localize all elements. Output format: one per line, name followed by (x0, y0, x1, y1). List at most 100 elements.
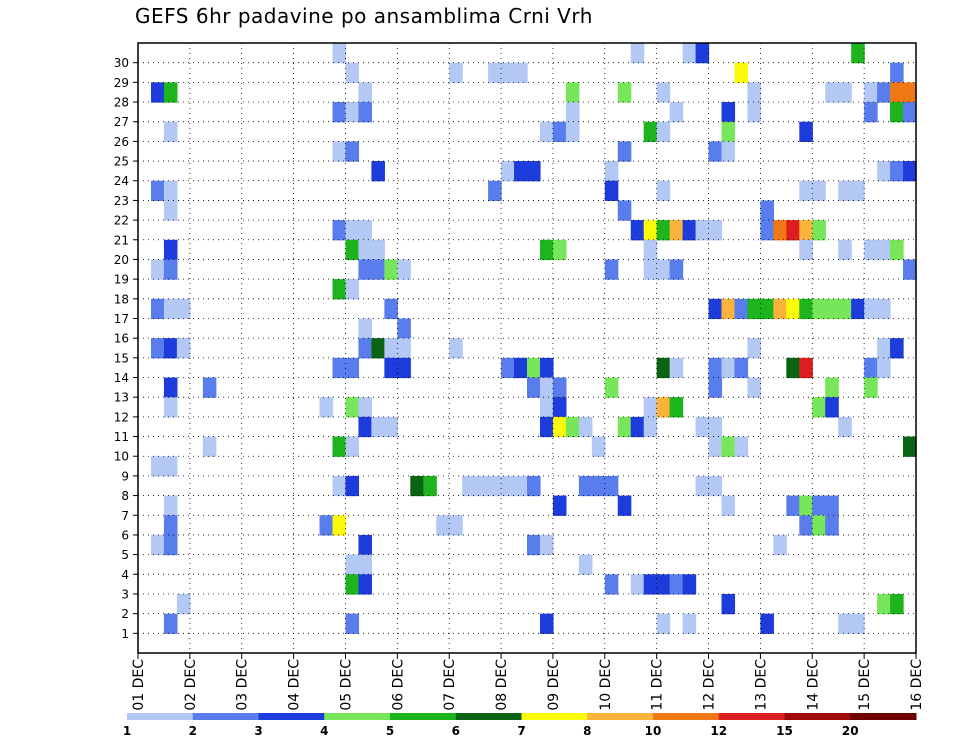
heatmap-cell (332, 475, 347, 497)
heatmap-cell (371, 259, 385, 280)
heatmap-cell (371, 161, 385, 182)
heatmap-cell (682, 613, 697, 634)
heatmap-cell (682, 574, 697, 595)
heatmap-cell (358, 239, 372, 261)
x-tick-label: 09 DEC (546, 659, 562, 711)
heatmap-cell (890, 102, 904, 123)
heatmap-cell (163, 259, 178, 280)
heatmap-cell (332, 141, 347, 162)
heatmap-cell (656, 180, 671, 202)
heatmap-cell (604, 180, 619, 202)
heatmap-cell (488, 475, 502, 497)
heatmap-cell (656, 259, 671, 280)
x-tick-label: 03 DEC (235, 659, 251, 711)
heatmap-cell (630, 43, 645, 64)
heatmap-cell (552, 377, 567, 398)
y-tick-label: 29 (114, 76, 129, 90)
heatmap-cell (760, 200, 774, 221)
heatmap-cell (345, 62, 360, 83)
heatmap-cell (747, 298, 761, 320)
heatmap-cell (656, 613, 671, 634)
heatmap-cell (514, 62, 528, 83)
heatmap-cell (617, 82, 632, 103)
heatmap-cell (604, 377, 619, 398)
heatmap-cell (812, 220, 826, 241)
x-axis: 01 DEC 02 DEC 03 DEC 04 DEC 05 DEC 06 DEC 07 D… (131, 653, 925, 711)
heatmap-cell (656, 397, 671, 418)
heatmap-cell (514, 357, 528, 379)
heatmap-cell (332, 279, 347, 300)
heatmap-cell (903, 161, 917, 182)
heatmap-cell (345, 357, 360, 379)
heatmap-cell (838, 180, 852, 202)
legend-swatch (784, 713, 851, 720)
heatmap-cell (163, 377, 178, 398)
plot-frame (137, 42, 917, 654)
heatmap-cell (630, 220, 645, 241)
heatmap-cell (695, 416, 710, 438)
y-tick-label: 10 (114, 450, 129, 464)
heatmap-cell (825, 495, 839, 516)
heatmap-cell (332, 515, 347, 536)
chart-title: GEFS 6hr padavine po ansamblima Crni Vrh (135, 4, 593, 28)
heatmap-cell (552, 416, 567, 438)
heatmap-cell (552, 239, 567, 261)
heatmap-cell (539, 357, 554, 379)
heatmap-cell (890, 338, 904, 359)
heatmap-cell (501, 357, 515, 379)
heatmap-cell (358, 318, 372, 339)
heatmap-cell (760, 613, 774, 634)
heatmap-cell (656, 82, 671, 103)
heatmap-cell (734, 62, 749, 83)
legend-swatch (258, 713, 325, 720)
heatmap-cell (345, 436, 360, 457)
legend-swatch (718, 713, 785, 720)
heatmap-cell (332, 102, 347, 123)
legend-label: 15 (776, 724, 793, 738)
heatmap-cell (449, 62, 463, 83)
heatmap-cell (604, 161, 619, 182)
y-tick-label: 24 (114, 174, 129, 188)
legend-label: 1 (123, 724, 131, 738)
heatmap-cell (358, 102, 372, 123)
heatmap-cell (825, 82, 839, 103)
heatmap-cell (345, 554, 360, 575)
heatmap-cell (786, 495, 800, 516)
heatmap-cell (747, 102, 761, 123)
heatmap-cell (345, 574, 360, 595)
heatmap-cell (877, 239, 891, 261)
heatmap-cell (760, 298, 774, 320)
heatmap-cell (877, 298, 891, 320)
heatmap-cell (527, 357, 541, 379)
legend-swatch (850, 713, 917, 720)
legend-label: 5 (386, 724, 394, 738)
heatmap-cell (527, 161, 541, 182)
heatmap-cell (565, 102, 580, 123)
heatmap-cell (539, 534, 554, 556)
heatmap-cell (539, 377, 554, 398)
legend-label: 2 (189, 724, 197, 738)
heatmap-cell (721, 495, 736, 516)
heatmap-cell (371, 338, 385, 359)
heatmap-cell (877, 338, 891, 359)
heatmap-cell (643, 121, 658, 142)
heatmap-cell (163, 397, 178, 418)
heatmap-cell (721, 102, 736, 123)
heatmap-cell (695, 43, 710, 64)
heatmap-cell (851, 43, 865, 64)
heatmap-cell (656, 357, 671, 379)
heatmap-cell (371, 416, 385, 438)
heatmap-cell (163, 82, 178, 103)
heatmap-cell (656, 121, 671, 142)
heatmap-cell (163, 613, 178, 634)
legend-label: 3 (254, 724, 262, 738)
heatmap-cell (527, 534, 541, 556)
heatmap-cell (384, 357, 398, 379)
heatmap-cell (851, 180, 865, 202)
color-legend: 1 2 3 4 5 6 7 8 10 12 15 20 (123, 713, 917, 738)
heatmap-cell (397, 357, 411, 379)
heatmap-cell (799, 495, 813, 516)
heatmap-cell (708, 475, 723, 497)
heatmap-cell (462, 475, 476, 497)
heatmap-cell (332, 43, 347, 64)
